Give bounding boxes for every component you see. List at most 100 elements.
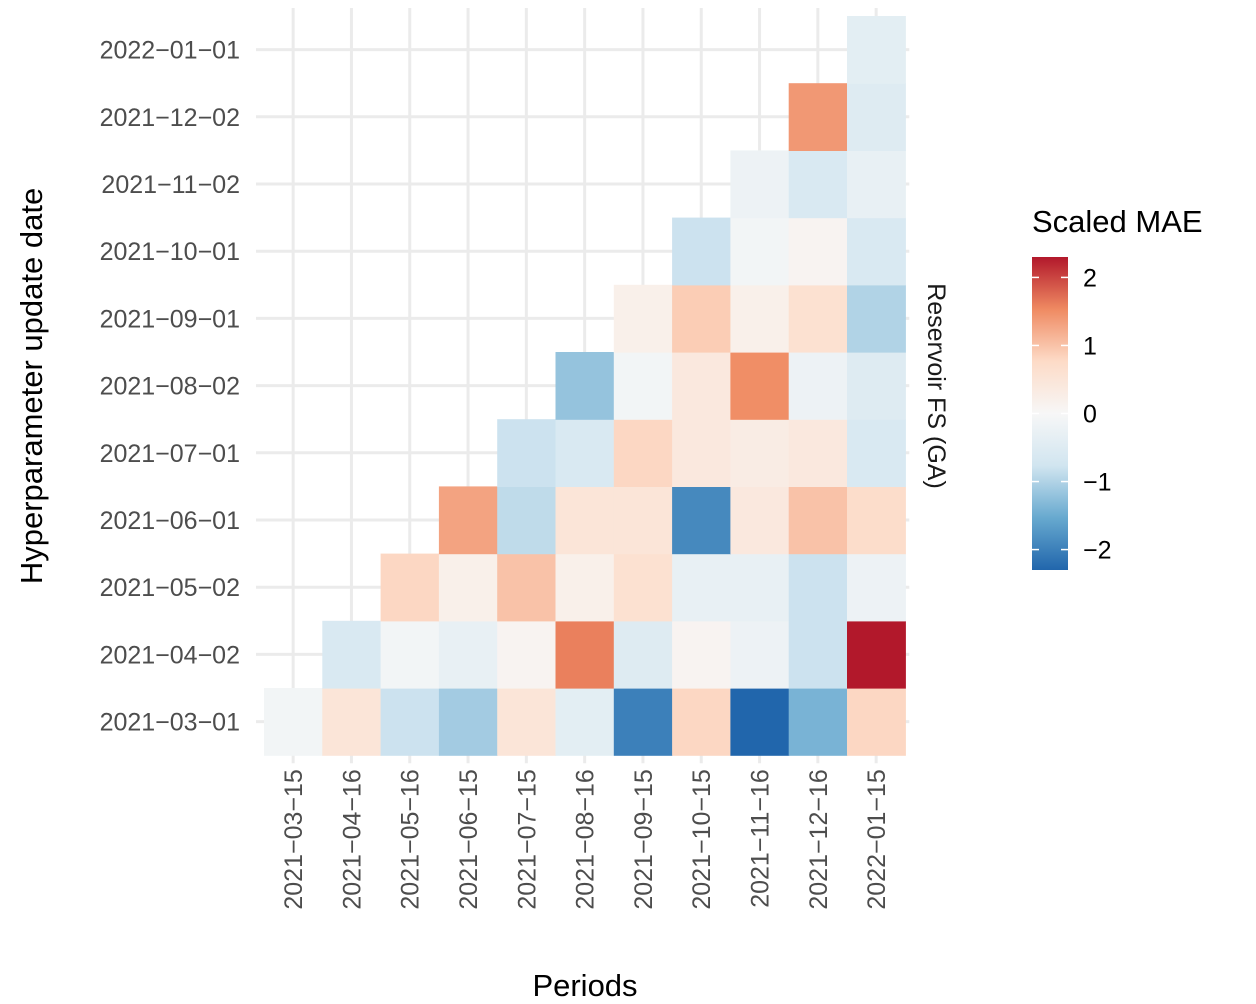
- heatmap-cell: [730, 553, 790, 622]
- x-tick-label: 2021−06−15: [455, 769, 483, 909]
- heatmap-cell: [497, 486, 557, 555]
- heatmap-cell: [613, 284, 673, 353]
- heatmap-cell: [672, 486, 731, 555]
- heatmap-cell: [672, 284, 731, 353]
- heatmap-cell: [847, 16, 906, 84]
- heatmap-cell: [555, 553, 615, 622]
- heatmap-cell: [730, 217, 790, 286]
- x-tick-label: 2021−04−16: [338, 769, 366, 909]
- facet-strip-label: Reservoir FS (GA): [922, 283, 950, 489]
- x-tick-label: 2021−05−16: [397, 769, 425, 909]
- heatmap-cell: [672, 419, 731, 487]
- heatmap-cell: [730, 352, 790, 420]
- heatmap-cell: [438, 620, 498, 689]
- x-tick-label: 2022−01−15: [863, 769, 891, 909]
- heatmap-cell: [438, 553, 498, 622]
- x-tick-label: 2021−07−15: [513, 769, 541, 909]
- heatmap-cell: [847, 688, 906, 756]
- heatmap-cell: [788, 217, 848, 286]
- heatmap-cell: [847, 83, 906, 151]
- heatmap-cell: [788, 486, 848, 555]
- heatmap-cell: [672, 217, 731, 286]
- x-tick-label: 2021−08−16: [572, 769, 600, 909]
- legend-tick-label: 2: [1083, 264, 1097, 292]
- heatmap-cell: [322, 688, 382, 756]
- x-tick-label: 2021−10−15: [688, 769, 716, 909]
- heatmap-cell: [497, 688, 557, 756]
- heatmap-cell: [555, 688, 615, 756]
- heatmap-cell: [497, 620, 557, 689]
- heatmap-cell: [497, 419, 557, 487]
- heatmap-cell: [555, 486, 615, 555]
- heatmap-cell: [613, 620, 673, 689]
- heatmap-cell: [672, 553, 731, 622]
- x-tick-labels: 2021−03−15 2021−04−16 2021−05−16 2021−06−15…: [280, 769, 891, 909]
- y-tick-label: 2021−10−01: [100, 238, 240, 266]
- heatmap-cell: [613, 486, 673, 555]
- x-tick-label: 2021−12−16: [805, 769, 833, 909]
- legend-title: Scaled MAE: [1032, 204, 1203, 239]
- heatmap-cell: [497, 553, 557, 622]
- x-tick-label: 2021−03−15: [280, 769, 308, 909]
- heatmap-cell: [730, 486, 790, 555]
- heatmap-cell: [438, 486, 498, 555]
- heatmap-cell: [730, 419, 790, 487]
- heatmap-cell: [847, 284, 906, 353]
- heatmap-cell: [847, 553, 906, 622]
- heatmap-cell: [847, 486, 906, 555]
- heatmap-cell: [788, 150, 848, 219]
- x-tick-label: 2021−11−16: [747, 769, 775, 908]
- heatmap-cell: [847, 352, 906, 420]
- heatmap-cell: [672, 620, 731, 689]
- legend-tick-label: −1: [1083, 469, 1112, 497]
- y-tick-label: 2021−08−02: [100, 373, 240, 401]
- heatmap-cell: [672, 688, 731, 756]
- legend-tick-label: 0: [1083, 401, 1097, 429]
- y-tick-label: 2021−11−02: [101, 171, 240, 199]
- heatmap-cell: [380, 688, 440, 756]
- legend-tick-label: 1: [1083, 332, 1097, 360]
- y-tick-labels: 2021−03−01 2021−04−02 2021−05−02 2021−06−01…: [100, 37, 240, 737]
- color-legend: Scaled MAE 2 1 0 −1 −2: [1032, 204, 1203, 570]
- legend-ticks: 2 1 0 −1 −2: [1032, 264, 1112, 565]
- heatmap-cell: [613, 352, 673, 420]
- heatmap-cell: [730, 150, 790, 219]
- heatmap-cell: [730, 284, 790, 353]
- heatmap-cell: [555, 352, 615, 420]
- y-tick-label: 2021−05−02: [100, 574, 240, 602]
- legend-tick-label: −2: [1083, 537, 1112, 565]
- y-tick-label: 2021−03−01: [100, 709, 240, 737]
- heatmap-cell: [847, 150, 906, 219]
- heatmap-cell: [788, 553, 848, 622]
- heatmap-cell: [788, 352, 848, 420]
- x-tick-label: 2021−09−15: [630, 769, 658, 909]
- heatmap-cell: [788, 620, 848, 689]
- heatmap-cell: [730, 688, 790, 756]
- heatmap-cell: [322, 620, 382, 689]
- heatmap-cell: [555, 419, 615, 487]
- heatmap-cell: [613, 688, 673, 756]
- y-tick-label: 2021−06−01: [100, 507, 240, 535]
- heatmap-cell: [613, 419, 673, 487]
- heatmap-cell: [847, 620, 906, 689]
- y-tick-label: 2021−04−02: [100, 641, 240, 669]
- y-tick-label: 2022−01−01: [100, 37, 240, 65]
- heatmap-cell: [730, 620, 790, 689]
- heatmap-cells: [264, 16, 906, 756]
- heatmap-cell: [788, 83, 848, 151]
- heatmap-cell: [788, 284, 848, 353]
- heatmap-cell: [788, 419, 848, 487]
- y-axis-title: Hyperparameter update date: [14, 188, 49, 584]
- heatmap-cell: [847, 419, 906, 487]
- y-tick-label: 2021−12−02: [100, 104, 240, 132]
- heatmap-cell: [613, 553, 673, 622]
- x-axis-title: Periods: [532, 968, 637, 1003]
- heatmap-cell: [438, 688, 498, 756]
- heatmap-cell: [788, 688, 848, 756]
- heatmap-cell: [672, 352, 731, 420]
- y-tick-label: 2021−09−01: [100, 305, 240, 333]
- heatmap-cell: [380, 553, 440, 622]
- heatmap-cell: [555, 620, 615, 689]
- y-tick-label: 2021−07−01: [100, 440, 240, 468]
